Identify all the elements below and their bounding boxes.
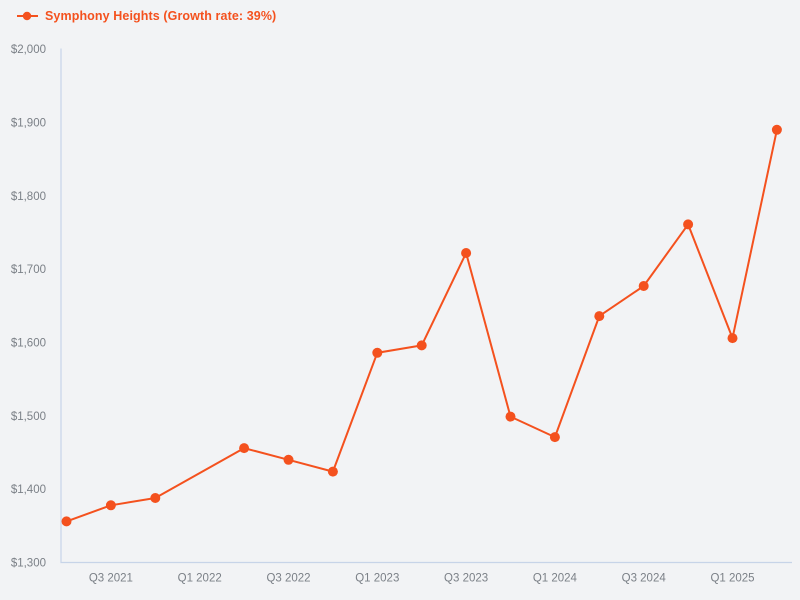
data-point	[771, 124, 782, 135]
series-line	[65, 128, 778, 523]
data-point	[416, 340, 427, 351]
data-point	[727, 333, 738, 344]
x-tick-label: Q1 2025	[710, 573, 754, 585]
data-point	[61, 516, 72, 527]
data-point	[105, 500, 116, 511]
y-tick-label: $1,900	[11, 118, 46, 130]
data-point	[283, 454, 294, 465]
data-point	[461, 248, 472, 258]
data-point	[594, 311, 605, 322]
data-point	[327, 466, 338, 477]
x-tick-label: Q3 2024	[622, 573, 667, 585]
data-point	[505, 411, 516, 422]
y-tick-label: $1,300	[11, 558, 46, 570]
x-tick-label: Q3 2021	[89, 573, 133, 585]
legend-item[interactable]: Symphony Heights (Growth rate: 39%)	[17, 9, 276, 23]
data-point	[683, 219, 694, 230]
y-tick-label: $2,000	[11, 44, 46, 56]
axis-lines	[60, 48, 792, 564]
y-tick-label: $1,800	[11, 191, 46, 203]
x-tick-label: Q1 2022	[178, 573, 222, 585]
y-tick-label: $1,600	[11, 338, 46, 350]
y-tick-label: $1,500	[11, 411, 46, 423]
data-point	[549, 432, 560, 443]
x-tick-label: Q1 2024	[533, 573, 578, 585]
data-point	[150, 493, 161, 503]
data-point	[638, 281, 649, 291]
y-tick-label: $1,400	[11, 484, 46, 496]
x-tick-label: Q3 2022	[266, 573, 310, 585]
y-tick-label: $1,700	[11, 264, 46, 276]
x-tick-label: Q3 2023	[444, 573, 488, 585]
legend-marker-icon	[17, 11, 38, 21]
data-point	[372, 347, 383, 358]
legend-label: Symphony Heights (Growth rate: 39%)	[45, 9, 277, 23]
x-tick-label: Q1 2023	[355, 573, 399, 585]
data-point	[239, 443, 250, 454]
